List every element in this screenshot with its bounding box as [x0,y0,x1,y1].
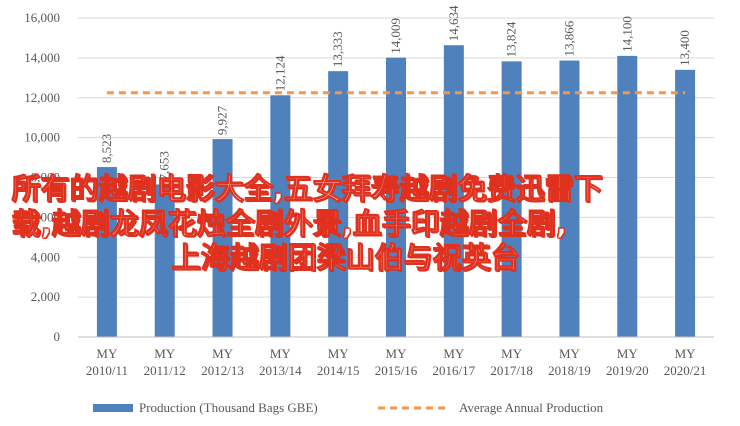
legend-label: Production (Thousand Bags GBE) [139,400,318,415]
x-tick-label: MY [559,346,581,361]
y-tick-label: 12,000 [24,90,60,105]
legend-label: Average Annual Production [459,400,604,415]
bar [270,95,291,338]
bar [386,57,406,338]
x-tick-label: MY [328,346,350,361]
overlay-text: 所有的越剧电影大全,五女拜寿越剧免费迅雷下 [12,172,604,207]
bar [212,139,233,337]
y-tick-label: 16,000 [24,10,60,25]
x-tick-label: 2014/15 [317,363,360,378]
legend-swatch [93,404,133,412]
x-tick-label: MY [96,346,118,361]
bar [96,167,117,337]
x-tick-label: 2012/13 [201,363,244,378]
bar [443,45,464,338]
bar [675,69,696,338]
x-tick-label: 2013/14 [259,363,302,378]
x-tick-label: 2010/11 [86,363,128,378]
x-tick-label: MY [443,346,465,361]
value-label: 13,866 [561,20,576,56]
bar [501,61,522,337]
bar [559,60,580,337]
bar [328,71,349,337]
y-tick-label: 14,000 [24,50,60,65]
y-tick-label: 6,000 [31,209,60,224]
x-tick-label: MY [617,346,639,361]
value-label: 7,653 [157,151,172,180]
x-tick-label: MY [386,346,408,361]
value-label: 8,523 [99,134,114,163]
value-label: 9,927 [215,105,230,135]
overlay-text: 上海越剧团梁山伯与祝英台 [172,241,521,276]
value-label: 14,100 [619,16,634,52]
value-label: 13,333 [330,31,345,67]
x-tick-label: 2015/16 [375,363,418,378]
x-tick-label: MY [675,346,697,361]
x-tick-label: 2011/12 [144,363,186,378]
x-tick-label: MY [501,346,523,361]
y-tick-label: 4,000 [31,249,60,264]
x-tick-label: 2016/17 [433,363,476,378]
x-tick-label: 2020/21 [664,363,707,378]
y-tick-label: 10,000 [24,130,60,145]
x-tick-label: MY [154,346,176,361]
overlay-text: 载,越剧龙凤花烛全剧外景,血手印越剧全剧, [12,207,568,242]
x-tick-label: MY [212,346,234,361]
value-label: 12,124 [272,55,287,91]
value-label: 14,009 [388,18,403,54]
bar [617,55,638,337]
x-tick-label: 2017/18 [490,363,533,378]
bar [154,184,175,337]
value-label: 13,824 [504,21,519,57]
value-label: 14,634 [446,5,461,41]
x-tick-label: 2018/19 [548,363,591,378]
y-tick-label: 8,000 [31,170,60,185]
x-tick-label: MY [270,346,292,361]
x-tick-label: 2019/20 [606,363,649,378]
value-label: 13,400 [677,30,692,66]
y-tick-label: 2,000 [31,289,60,304]
y-tick-label: 0 [54,329,61,344]
